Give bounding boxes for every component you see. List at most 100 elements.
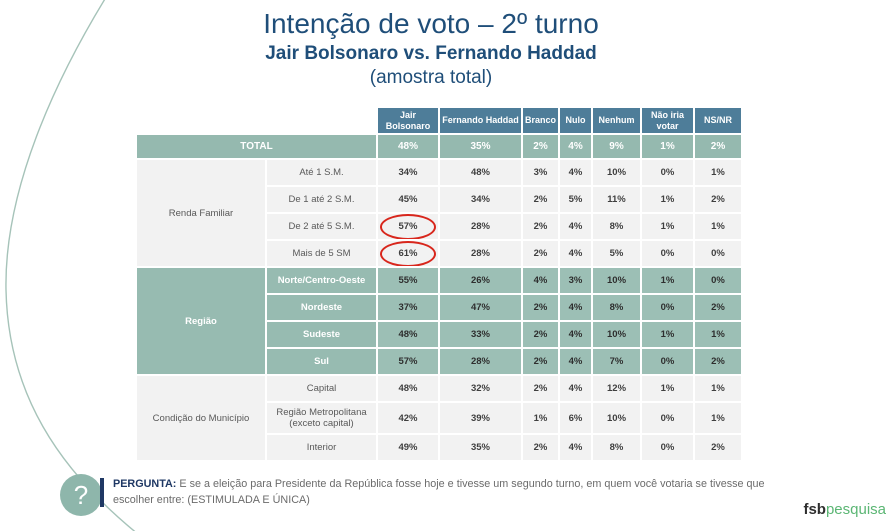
table-row: De 1 até 2 S.M. 45% 34% 2% 5% 11% 1% 2% <box>137 187 742 212</box>
value-cell: 1% <box>695 214 742 239</box>
question-accent-bar <box>100 478 104 507</box>
value-cell: 0% <box>642 435 694 460</box>
value-cell: 2% <box>695 435 742 460</box>
value-cell: 39% <box>440 403 521 433</box>
header-blank-cell <box>267 108 376 133</box>
value-cell: 34% <box>378 160 438 185</box>
question-body: E se a eleição para Presidente da Repúbl… <box>113 478 765 506</box>
value-cell: 55% <box>378 268 438 293</box>
value-cell: 1% <box>642 187 694 212</box>
value-cell: 7% <box>593 349 641 374</box>
value-cell: 10% <box>593 322 641 347</box>
group-label-cell: Região <box>137 268 265 374</box>
value-cell: 2% <box>523 349 559 374</box>
total-value-cell: 2% <box>695 135 742 158</box>
value-cell: 26% <box>440 268 521 293</box>
red-circle-annotation <box>380 241 436 266</box>
value-cell: 2% <box>523 435 559 460</box>
total-label: TOTAL <box>137 135 376 158</box>
value-cell: 0% <box>642 403 694 433</box>
value-cell: 28% <box>440 241 521 266</box>
value-cell: 4% <box>560 349 592 374</box>
column-header: Nenhum <box>593 108 641 133</box>
fsb-pesquisa-logo: fsbpesquisa <box>803 502 886 518</box>
header-blank-cell <box>137 108 265 133</box>
value-cell: 5% <box>593 241 641 266</box>
value-cell: 2% <box>695 349 742 374</box>
title-block: Intenção de voto – 2º turno Jair Bolsona… <box>0 6 862 90</box>
row-label-cell: Sudeste <box>267 322 376 347</box>
value-cell: 4% <box>560 160 592 185</box>
value-cell: 1% <box>695 160 742 185</box>
value-cell: 33% <box>440 322 521 347</box>
value-cell: 8% <box>593 435 641 460</box>
value-cell: 1% <box>642 214 694 239</box>
value-cell: 47% <box>440 295 521 320</box>
value-cell: 48% <box>378 322 438 347</box>
column-header: Jair Bolsonaro <box>378 108 438 133</box>
value-cell: 0% <box>642 241 694 266</box>
table-row: Nordeste 37% 47% 2% 4% 8% 0% 2% <box>137 295 742 320</box>
value-cell: 11% <box>593 187 641 212</box>
value-cell: 48% <box>378 376 438 401</box>
value-cell: 2% <box>523 214 559 239</box>
poll-table: Jair Bolsonaro Fernando Haddad Branco Nulo N… <box>135 106 743 462</box>
column-header: Não iria votar <box>642 108 694 133</box>
value-cell: 45% <box>378 187 438 212</box>
value-cell: 4% <box>560 214 592 239</box>
row-label-cell: Mais de 5 SM <box>267 241 376 266</box>
table-row: Região Norte/Centro-Oeste 55% 26% 4% 3% 10% 1% 0… <box>137 268 742 374</box>
value-cell: 1% <box>642 376 694 401</box>
value-cell: 4% <box>560 435 592 460</box>
value-cell: 2% <box>523 322 559 347</box>
row-label-cell: Interior <box>267 435 376 460</box>
value-cell: 2% <box>695 295 742 320</box>
row-label-cell: Nordeste <box>267 295 376 320</box>
value-cell: 34% <box>440 187 521 212</box>
value-cell: 57% <box>378 349 438 374</box>
total-value-cell: 9% <box>593 135 641 158</box>
total-value-cell: 35% <box>440 135 521 158</box>
value-cell: 61% <box>378 241 438 266</box>
value-cell: 2% <box>523 187 559 212</box>
value-cell: 4% <box>523 268 559 293</box>
total-row: TOTAL 48% 35% 2% 4% 9% 1% 2% <box>137 135 742 158</box>
value-cell: 4% <box>560 376 592 401</box>
red-circle-annotation <box>380 214 436 239</box>
value-cell: 10% <box>593 268 641 293</box>
value-cell: 0% <box>695 241 742 266</box>
value-cell: 10% <box>593 403 641 433</box>
page-subtitle: Jair Bolsonaro vs. Fernando Haddad <box>265 43 597 64</box>
column-header: NS/NR <box>695 108 742 133</box>
logo-pesquisa: pesquisa <box>825 501 886 518</box>
value-cell: 42% <box>378 403 438 433</box>
group-label-cell: Renda Familiar <box>137 160 265 266</box>
question-mark-icon: ? <box>60 474 102 516</box>
value-cell: 4% <box>560 322 592 347</box>
value-cell: 0% <box>695 268 742 293</box>
value-cell: 48% <box>440 160 521 185</box>
value-cell: 0% <box>642 295 694 320</box>
value-cell: 2% <box>523 241 559 266</box>
value-cell: 0% <box>642 349 694 374</box>
value-cell: 0% <box>642 160 694 185</box>
row-label-cell: Sul <box>267 349 376 374</box>
question-text: PERGUNTA: E se a eleição para Presidente… <box>113 477 775 508</box>
table-row: Região Metropolitana (exceto capital) 42%… <box>137 403 742 433</box>
value-cell: 6% <box>560 403 592 433</box>
column-header: Fernando Haddad <box>440 108 521 133</box>
row-label-cell: Norte/Centro-Oeste <box>267 268 376 293</box>
table-header-row: Jair Bolsonaro Fernando Haddad Branco Nulo N… <box>137 108 742 133</box>
page-title: Intenção de voto – 2º turno <box>263 8 599 39</box>
value-cell: 1% <box>523 403 559 433</box>
value-cell: 1% <box>695 376 742 401</box>
value-cell: 8% <box>593 295 641 320</box>
value-cell: 2% <box>523 295 559 320</box>
value-cell: 4% <box>560 241 592 266</box>
table-row: Interior 49% 35% 2% 4% 8% 0% 2% <box>137 435 742 460</box>
row-label-cell: Capital <box>267 376 376 401</box>
row-label-cell: De 1 até 2 S.M. <box>267 187 376 212</box>
value-cell: 2% <box>523 376 559 401</box>
value-cell: 49% <box>378 435 438 460</box>
question-label: PERGUNTA: <box>113 478 177 490</box>
